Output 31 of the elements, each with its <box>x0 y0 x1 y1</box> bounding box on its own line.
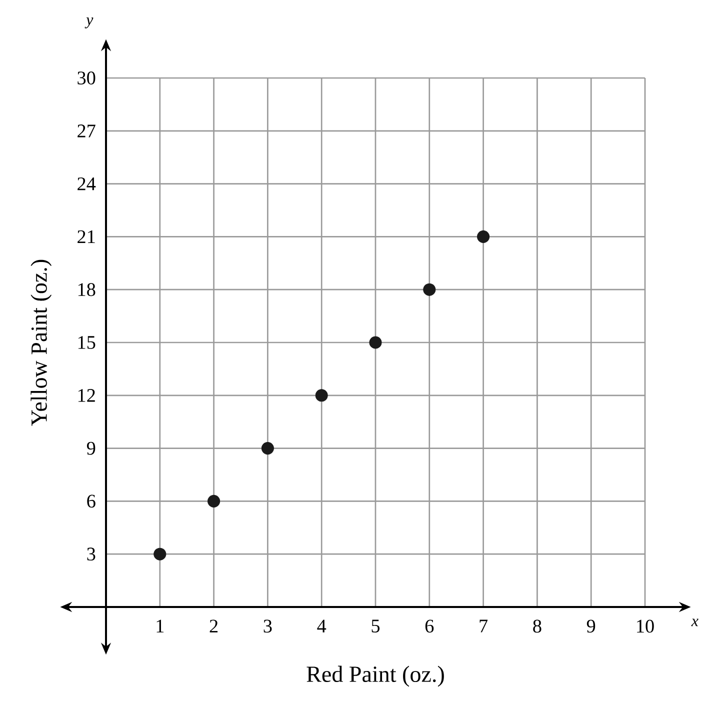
x-tick-label: 5 <box>372 620 380 632</box>
y-tick-label: 24 <box>78 177 96 190</box>
x-tick-label: 2 <box>210 620 218 632</box>
x-tick-label: 4 <box>317 620 326 632</box>
point <box>423 283 436 296</box>
y-tick-label: 9 <box>86 442 96 455</box>
y-tick-label: 3 <box>87 548 96 561</box>
x-tick-label: 10 <box>637 620 654 633</box>
point <box>477 230 490 243</box>
y-tick-label: 15 <box>78 336 96 349</box>
x-tick-label: 3 <box>264 620 272 633</box>
point <box>154 548 166 560</box>
y-axis-title: Yellow Paint (oz.) <box>30 260 52 426</box>
point <box>369 336 382 349</box>
point <box>208 494 220 508</box>
x-tick-label: 6 <box>425 620 434 633</box>
y-tick-label: 21 <box>78 230 95 244</box>
x-tick-label: 7 <box>480 620 488 632</box>
y-tick-label: 18 <box>78 283 96 296</box>
x-tick-label: 1 <box>156 620 164 632</box>
y-tick-label: 27 <box>78 124 96 138</box>
x-tick-label: 8 <box>533 620 542 633</box>
text: x <box>691 618 698 626</box>
y-tick-label: 30 <box>78 72 96 84</box>
y-tick-label: 12 <box>78 389 95 402</box>
text: y <box>84 18 94 28</box>
x-tick-label: 9 <box>586 620 596 633</box>
point <box>261 442 274 455</box>
y-tick-label: 6 <box>87 494 96 508</box>
x-axis-title: Red Paint (oz.) <box>306 666 444 687</box>
point <box>315 389 328 402</box>
